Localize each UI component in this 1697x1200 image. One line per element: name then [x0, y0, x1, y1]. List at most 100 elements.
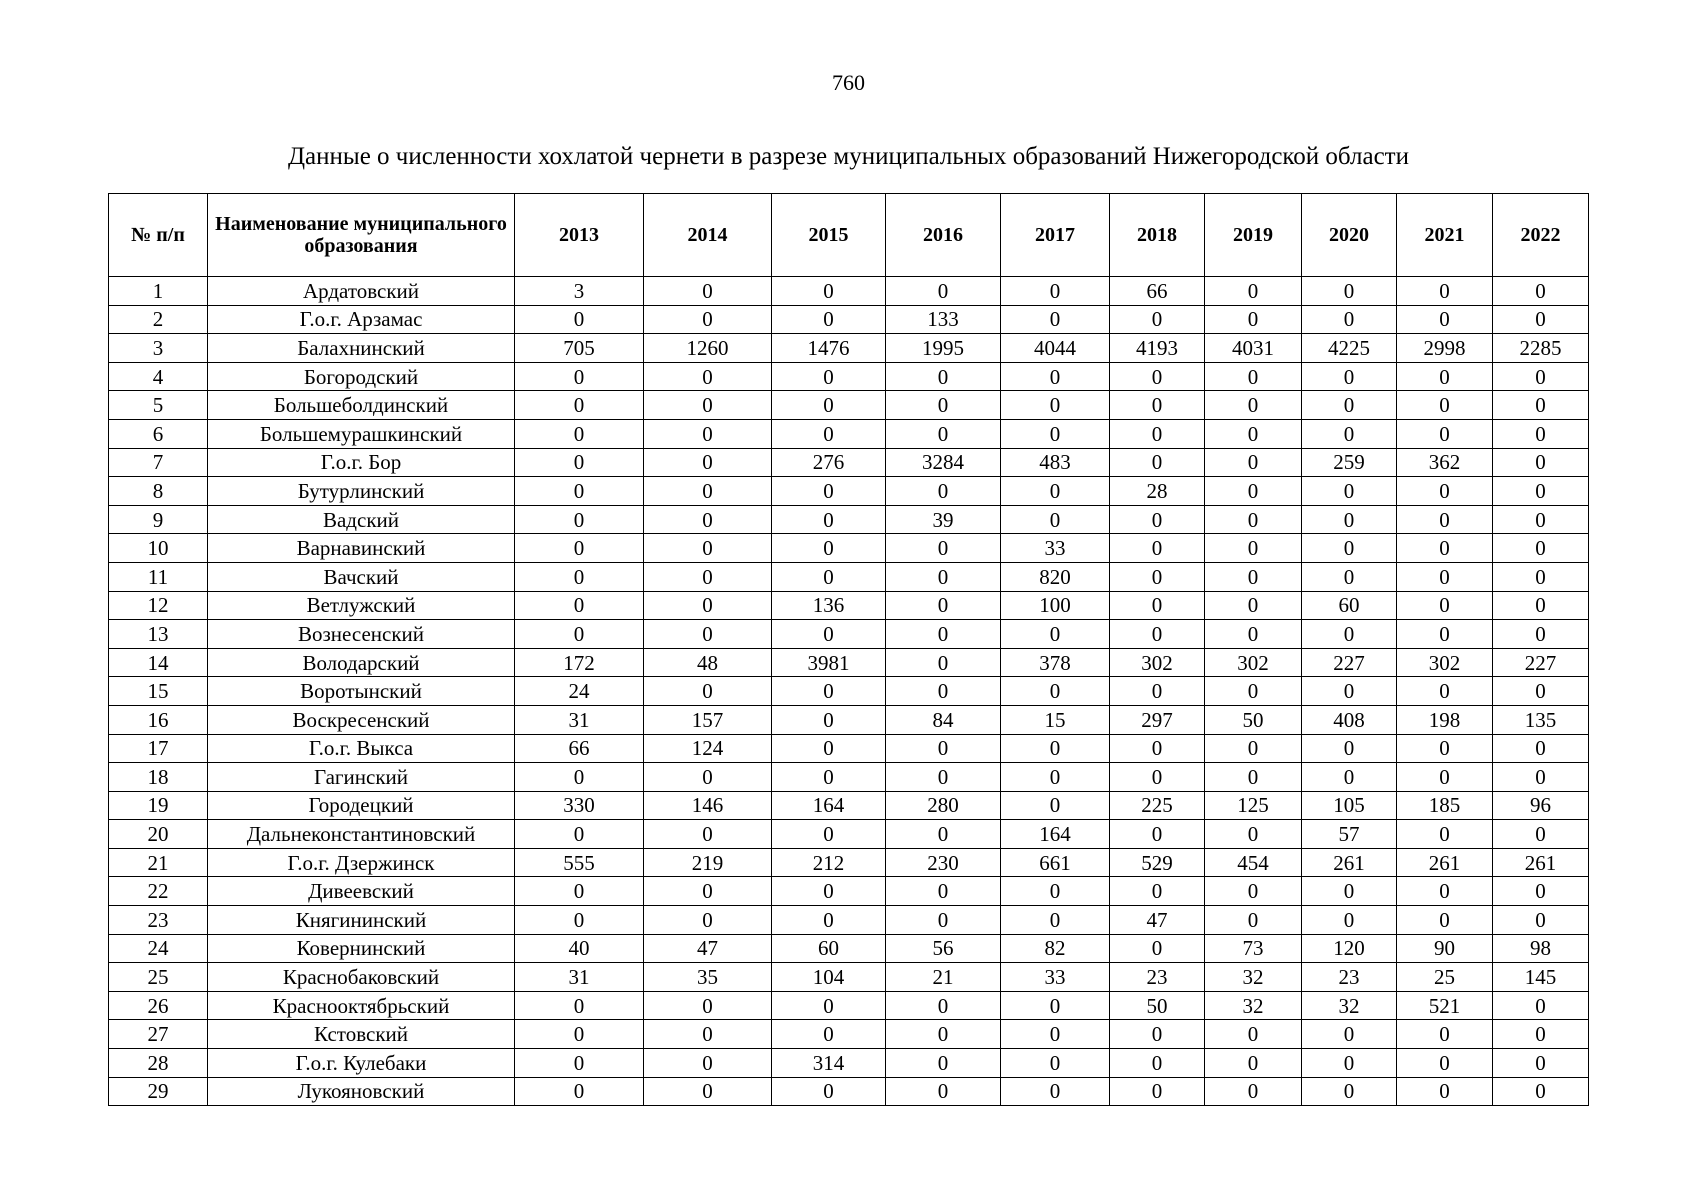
number-cell: 302	[1396, 647, 1493, 678]
number-cell: 0	[1301, 762, 1397, 792]
number-cell: 0	[885, 276, 1001, 306]
number-cell: 32	[1204, 962, 1302, 992]
number-cell: 0	[771, 533, 886, 563]
number-cell: 227	[1492, 647, 1589, 678]
number-cell: 120	[1301, 933, 1397, 964]
number-cell: 1	[108, 276, 208, 306]
number-cell: 0	[1301, 504, 1397, 535]
number-cell: 314	[771, 1048, 886, 1078]
number-cell: 35	[643, 962, 772, 992]
number-cell: 2998	[1396, 333, 1493, 363]
number-cell: 0	[1396, 504, 1493, 535]
number-cell: 33	[1000, 533, 1110, 563]
number-cell: 0	[1204, 905, 1302, 935]
number-cell: 172	[514, 647, 644, 678]
table-row: 12 Ветлужский 0 0 136 0 100 0 0 60 0 0	[108, 590, 1589, 621]
number-cell: 135	[1492, 704, 1589, 735]
number-cell: 0	[885, 619, 1001, 649]
number-cell: 261	[1492, 847, 1589, 878]
municipality-cell: Краснобаковский	[207, 962, 515, 992]
number-cell: 3981	[771, 647, 886, 678]
number-cell: 0	[1492, 276, 1589, 306]
number-cell: 1260	[643, 333, 772, 363]
number-cell: 0	[1396, 476, 1493, 506]
number-cell: 0	[771, 1019, 886, 1050]
number-cell: 0	[1204, 390, 1302, 420]
number-cell: 1476	[771, 333, 886, 363]
number-cell: 302	[1204, 647, 1302, 678]
number-cell: 227	[1301, 647, 1397, 678]
number-cell: 98	[1492, 933, 1589, 964]
number-cell: 0	[514, 304, 644, 335]
number-cell: 0	[771, 276, 886, 306]
number-cell: 50	[1109, 990, 1205, 1021]
number-cell: 408	[1301, 704, 1397, 735]
number-cell: 225	[1109, 790, 1205, 821]
number-cell: 29	[108, 1076, 208, 1107]
number-cell: 39	[885, 504, 1001, 535]
number-cell: 0	[1492, 304, 1589, 335]
number-cell: 5	[108, 390, 208, 420]
table-row: 8 Бутурлинский 0 0 0 0 0 28 0 0 0 0	[108, 476, 1589, 506]
number-cell: 0	[1000, 1048, 1110, 1078]
number-cell: 0	[885, 647, 1001, 678]
number-cell: 0	[1204, 276, 1302, 306]
number-cell: 0	[1492, 1076, 1589, 1107]
table-row: 3 Балахнинский 705 1260 1476 1995 4044 4193 4031…	[108, 333, 1589, 363]
number-cell: 0	[643, 619, 772, 649]
number-cell: 0	[1109, 418, 1205, 449]
number-cell: 0	[885, 676, 1001, 706]
number-cell: 25	[108, 962, 208, 992]
number-cell: 0	[1492, 476, 1589, 506]
table-row: 5 Большеболдинский 0 0 0 0 0 0 0 0 0 0	[108, 390, 1589, 420]
number-cell: 0	[1492, 876, 1589, 907]
number-cell: 0	[643, 876, 772, 907]
number-cell: 0	[1204, 418, 1302, 449]
header-cell: 2014	[643, 193, 772, 277]
header-cell: 2022	[1492, 193, 1589, 277]
table-row: 20 Дальнеконстантиновский 0 0 0 0 164 0 0 57 0 0	[108, 819, 1589, 849]
number-cell: 0	[1492, 533, 1589, 563]
number-cell: 136	[771, 590, 886, 621]
municipality-cell: Вознесенский	[207, 619, 515, 649]
number-cell: 330	[514, 790, 644, 821]
number-cell: 705	[514, 333, 644, 363]
number-cell: 0	[1204, 590, 1302, 621]
number-cell: 0	[771, 733, 886, 764]
number-cell: 0	[1000, 1076, 1110, 1107]
number-cell: 0	[1109, 533, 1205, 563]
number-cell: 0	[514, 418, 644, 449]
municipality-cell: Большеболдинский	[207, 390, 515, 420]
number-cell: 0	[1396, 361, 1493, 392]
number-cell: 0	[885, 1048, 1001, 1078]
number-cell: 20	[108, 819, 208, 849]
number-cell: 48	[643, 647, 772, 678]
number-cell: 0	[643, 1076, 772, 1107]
number-cell: 0	[885, 390, 1001, 420]
number-cell: 25	[1396, 962, 1493, 992]
table-row: 25 Краснобаковский 31 35 104 21 33 23 32 23 25 145	[108, 962, 1589, 992]
table-row: 24 Ковернинский 40 47 60 56 82 0 73 120 90 98	[108, 933, 1589, 964]
number-cell: 0	[1109, 619, 1205, 649]
number-cell: 40	[514, 933, 644, 964]
number-cell: 0	[885, 590, 1001, 621]
number-cell: 12	[108, 590, 208, 621]
header-cell: 2019	[1204, 193, 1302, 277]
number-cell: 0	[1396, 905, 1493, 935]
number-cell: 0	[771, 876, 886, 907]
number-cell: 0	[514, 762, 644, 792]
number-cell: 146	[643, 790, 772, 821]
number-cell: 0	[1000, 619, 1110, 649]
number-cell: 0	[1000, 1019, 1110, 1050]
number-cell: 0	[1492, 418, 1589, 449]
number-cell: 23	[108, 905, 208, 935]
number-cell: 0	[1109, 361, 1205, 392]
number-cell: 0	[885, 876, 1001, 907]
number-cell: 0	[643, 990, 772, 1021]
number-cell: 0	[1000, 676, 1110, 706]
number-cell: 60	[771, 933, 886, 964]
number-cell: 0	[1396, 619, 1493, 649]
number-cell: 0	[514, 390, 644, 420]
number-cell: 302	[1109, 647, 1205, 678]
number-cell: 0	[1109, 561, 1205, 592]
